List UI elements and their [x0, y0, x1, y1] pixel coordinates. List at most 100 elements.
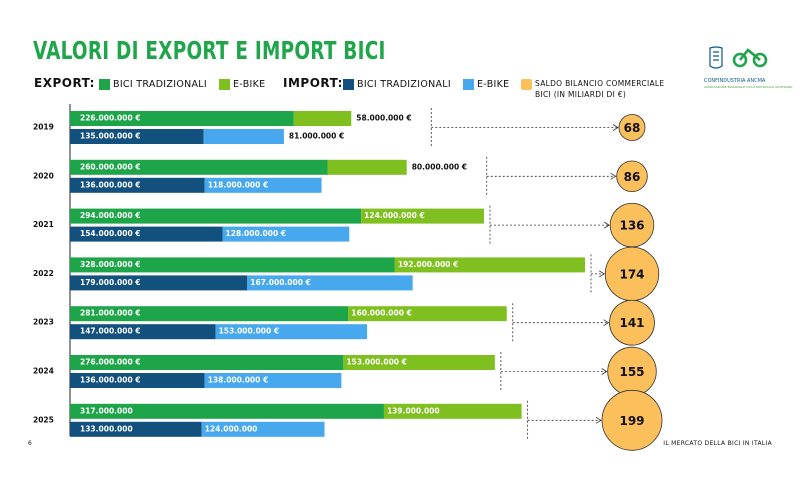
saldo-circle: [616, 160, 648, 193]
bar-label-import-trad: 133.000.000: [80, 424, 133, 433]
bar-label-export-trad: 294.000.000 €: [80, 211, 141, 220]
bar-label-import-trad: 154.000.000 €: [80, 229, 141, 238]
saldo-arrow-icon: [603, 319, 610, 327]
bar-label-import-ebike: 153.000.000 €: [219, 327, 280, 336]
legend-export-trad: BICI TRADIZIONALI: [113, 79, 207, 90]
logo-subtext: ASSOCIAZIONE NAZIONALE CICLO MOTOCICLO A…: [704, 85, 793, 89]
bar-import-ebike: [222, 226, 350, 242]
bar-label-export-ebike: 124.000.000 €: [364, 211, 425, 220]
bar-label-export-ebike: 139.000.000: [387, 406, 440, 415]
bar-export-ebike: [343, 355, 495, 370]
saldo-value: 68: [624, 121, 641, 135]
bar-export-ebike: [293, 111, 352, 126]
legend-export-ebike: E-BIKE: [233, 79, 266, 90]
saldo-arrow-icon: [610, 172, 617, 180]
confindustria-emblem-icon: [709, 46, 723, 69]
logo-text: CONFINDUSTRIA ANCMA: [704, 78, 766, 84]
bar-export-trad: [70, 355, 344, 370]
bar-export-trad: [70, 111, 294, 126]
bar-import-trad: [70, 324, 216, 340]
bar-label-export-trad: 328.000.000 €: [80, 260, 141, 269]
year-label: 2021: [33, 220, 54, 229]
bar-label-export-ebike: 160.000.000 €: [351, 309, 412, 318]
bar-export-trad: [70, 403, 384, 419]
bar-export-ebike: [327, 159, 407, 175]
year-label: 2024: [33, 367, 54, 376]
saldo-value: 155: [619, 365, 644, 379]
page-title: VALORI DI EXPORT E IMPORT BICI: [33, 36, 386, 65]
bar-label-export-trad: 260.000.000 €: [80, 162, 141, 171]
legend-import-label: IMPORT:: [283, 76, 343, 90]
legend-saldo-line2: BICI (IN MILIARDI DI €): [535, 90, 627, 99]
bar-import-ebike: [204, 177, 322, 193]
bar-export-ebike: [361, 208, 484, 224]
legend-swatch-export-ebike: [219, 79, 230, 90]
bar-import-trad: [70, 275, 248, 291]
bar-export-ebike: [348, 306, 507, 322]
bar-label-import-trad: 136.000.000 €: [80, 376, 141, 385]
saldo-circle: [609, 299, 655, 346]
legend-swatch-import-ebike: [463, 79, 474, 90]
legend-swatch-import-trad: [343, 79, 354, 90]
ancma-logo: [709, 46, 768, 69]
bar-label-export-ebike: 80.000.000 €: [412, 162, 467, 171]
bar-label-import-ebike: 124.000.000: [205, 424, 258, 433]
bar-label-export-trad: 317.000.000: [80, 406, 133, 415]
bar-export-trad: [70, 208, 362, 224]
saldo-value: 86: [624, 170, 641, 184]
saldo-circle: [601, 389, 663, 451]
legend-import-ebike: E-BIKE: [477, 79, 510, 90]
saldo-circle: [618, 114, 646, 141]
bar-import-trad: [70, 373, 205, 388]
year-label: 2023: [33, 318, 54, 327]
legend-import-trad: BICI TRADIZIONALI: [357, 79, 451, 90]
saldo-arrow-icon: [599, 270, 606, 278]
saldo-value: 141: [619, 316, 644, 330]
year-label: 2020: [33, 171, 54, 180]
year-label: 2025: [33, 415, 54, 424]
bar-label-export-trad: 276.000.000 €: [80, 358, 141, 367]
bar-import-trad: [70, 177, 205, 193]
footer-title: IL MERCATO DELLA BICI IN ITALIA: [663, 440, 772, 447]
bar-label-export-ebike: 58.000.000 €: [356, 114, 411, 123]
bar-label-export-trad: 226.000.000 €: [80, 114, 141, 123]
bar-import-trad: [70, 226, 223, 242]
bar-label-import-trad: 136.000.000 €: [80, 180, 141, 189]
bar-label-export-ebike: 153.000.000 €: [346, 358, 407, 367]
legend-swatch-saldo: [521, 79, 532, 90]
saldo-arrow-icon: [601, 368, 608, 375]
bar-label-import-trad: 179.000.000 €: [80, 278, 141, 287]
saldo-arrow-icon: [612, 124, 619, 131]
legend-export-label: EXPORT:: [34, 76, 95, 90]
bar-label-import-ebike: 81.000.000 €: [289, 132, 344, 141]
bicycle-logo-icon: [732, 48, 768, 68]
bar-label-import-trad: 135.000.000 €: [80, 132, 141, 141]
year-label: 2019: [33, 123, 54, 132]
bar-label-import-trad: 147.000.000 €: [80, 327, 141, 336]
bar-export-ebike: [394, 257, 585, 273]
bar-import-ebike: [204, 373, 342, 388]
legend-saldo-line1: SALDO BILANCIO COMMERCIALE: [535, 79, 665, 88]
saldo-value: 136: [619, 219, 644, 233]
page-number: 6: [28, 440, 32, 447]
bar-export-ebike: [383, 403, 522, 419]
bar-label-import-ebike: 138.000.000 €: [208, 376, 269, 385]
bar-import-ebike: [215, 324, 368, 340]
bar-import-trad: [70, 129, 204, 144]
legend-swatch-export-trad: [99, 79, 110, 90]
saldo-value: 199: [619, 414, 644, 428]
year-label: 2022: [33, 269, 54, 278]
bar-import-trad: [70, 421, 202, 437]
bar-export-trad: [70, 257, 395, 273]
saldo-value: 174: [619, 267, 644, 281]
saldo-arrow-icon: [603, 221, 610, 229]
bar-label-export-trad: 281.000.000 €: [80, 309, 141, 318]
bar-import-ebike: [247, 275, 413, 291]
bar-label-export-ebike: 192.000.000 €: [398, 260, 459, 269]
bar-label-import-ebike: 167.000.000 €: [250, 278, 311, 287]
bar-import-ebike: [203, 129, 284, 144]
bar-export-trad: [70, 306, 349, 322]
saldo-arrow-icon: [595, 416, 602, 424]
bar-export-trad: [70, 159, 328, 175]
